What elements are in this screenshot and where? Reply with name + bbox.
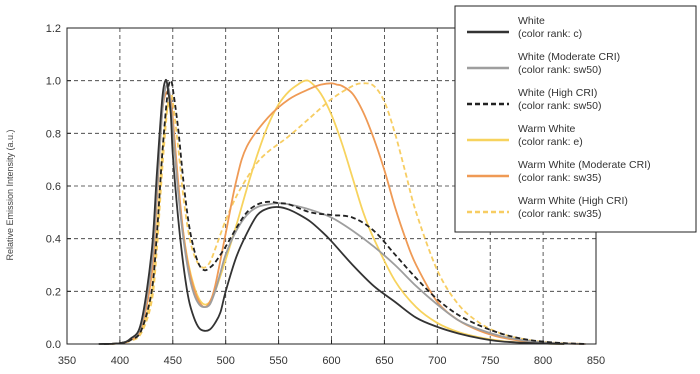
series-line-warm-white-high-cri [109, 82, 586, 345]
legend-label-white-high-cri: White (High CRI) [518, 87, 597, 99]
legend-label-warm-white-high-cri: Warm White (High CRI) [518, 195, 628, 207]
legend-label-warm-white-moderate-cri: Warm White (Moderate CRI) [518, 159, 651, 171]
x-tick-label: 650 [375, 355, 393, 367]
y-tick-label: 0.4 [46, 234, 61, 246]
x-tick-label: 500 [217, 355, 235, 367]
x-tick-label: 750 [481, 355, 499, 367]
x-tick-label: 550 [269, 355, 287, 367]
x-axis-ticks: 350 400 450 500 550 600 650 700 750 800 850 [58, 340, 605, 367]
legend-sublabel-white-high-cri: (color rank: sw50) [518, 100, 601, 112]
y-tick-label: 0.8 [46, 128, 61, 140]
y-tick-label: 0.6 [46, 181, 61, 193]
y-axis-ticks: 0.0 0.2 0.4 0.6 0.8 1.0 1.2 [46, 23, 71, 351]
series-line-warm-white-moderate-cri [103, 82, 586, 345]
legend-sublabel-white: (color rank: c) [518, 28, 582, 40]
series-lines [98, 78, 586, 345]
x-tick-label: 600 [322, 355, 340, 367]
legend-sublabel-warm-white-moderate-cri: (color rank: sw35) [518, 172, 601, 184]
legend-sublabel-warm-white: (color rank: e) [518, 136, 583, 148]
x-tick-label: 400 [111, 355, 129, 367]
series-line-white-high-cri [103, 79, 586, 345]
legend-box [454, 5, 697, 233]
y-axis-label: Relative Emission Intensity (a.u.) [5, 129, 15, 260]
x-tick-label: 700 [428, 355, 446, 367]
legend-label-white: White [518, 15, 545, 27]
series-line-warm-white [109, 79, 565, 345]
x-tick-label: 450 [164, 355, 182, 367]
legend-sublabel-white-moderate-cri: (color rank: sw50) [518, 64, 601, 76]
legend-sublabel-warm-white-high-cri: (color rank: sw35) [518, 208, 601, 220]
y-tick-label: 0.2 [46, 286, 61, 298]
x-tick-label: 350 [58, 355, 76, 367]
x-tick-label: 850 [587, 355, 605, 367]
legend: White(color rank: c) White (Moderate CRI)… [454, 5, 697, 233]
y-tick-label: 1.0 [46, 76, 61, 88]
series-line-white [98, 78, 565, 345]
legend-label-white-moderate-cri: White (Moderate CRI) [518, 51, 620, 63]
x-tick-label: 800 [534, 355, 552, 367]
y-tick-label: 1.2 [46, 23, 61, 35]
legend-label-warm-white: Warm White [518, 123, 576, 135]
y-tick-label: 0.0 [46, 339, 61, 351]
series-line-white-moderate-cri [98, 84, 586, 345]
